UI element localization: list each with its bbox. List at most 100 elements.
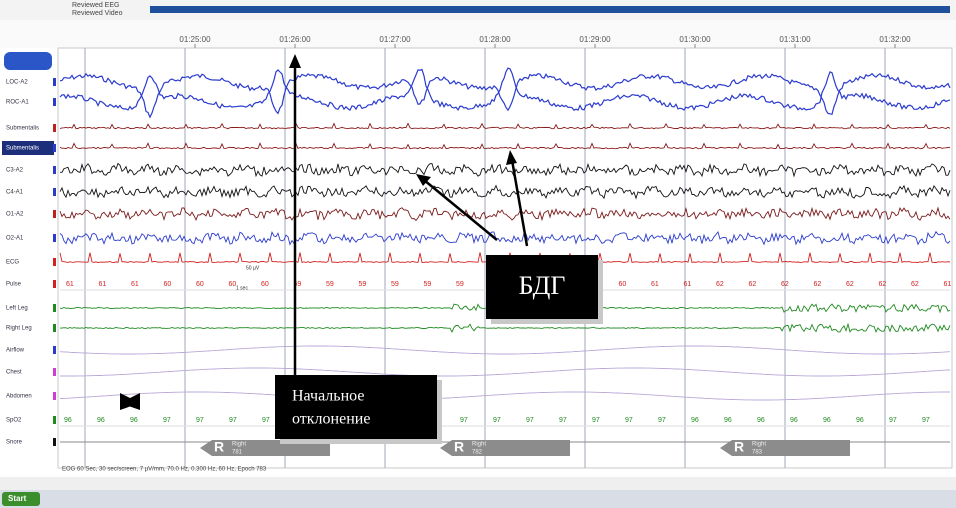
spo2-value: 97 <box>460 417 468 424</box>
channel-button[interactable] <box>4 52 52 70</box>
spo2-value: 97 <box>229 417 237 424</box>
channel-label: Abdomen <box>6 394 32 400</box>
arrow-head <box>416 174 431 186</box>
channel-selected <box>2 141 54 155</box>
pulse-value: 59 <box>359 281 367 288</box>
info-line: EOG 60 Sec, 30 sec/screen, 7 µV/mm, 70.0… <box>62 467 267 473</box>
channel-marker <box>53 124 56 132</box>
taskbar <box>0 490 956 508</box>
waveform <box>59 206 951 222</box>
spo2-value: 97 <box>163 417 171 424</box>
start-button[interactable] <box>2 492 40 506</box>
channel-label: Right Leg <box>6 326 32 332</box>
pulse-value: 59 <box>326 281 334 288</box>
pulse-value: 61 <box>651 281 659 288</box>
channel-label: C3-A2 <box>6 168 24 174</box>
channel-label: O1-A2 <box>6 212 24 218</box>
spo2-value: 97 <box>196 417 204 424</box>
spo2-value: 96 <box>790 417 798 424</box>
waveform <box>60 367 951 377</box>
spo2-value: 97 <box>922 417 930 424</box>
channel-marker <box>53 392 56 400</box>
channel-marker <box>53 234 56 242</box>
pulse-value: 62 <box>846 281 854 288</box>
channel-label: Pulse <box>6 282 22 288</box>
start-label: Start <box>8 494 27 503</box>
time-label: 01:29:00 <box>579 35 611 44</box>
pulse-value: 60 <box>619 281 627 288</box>
waveform <box>59 345 951 355</box>
arrow-head <box>289 54 301 68</box>
waveform <box>59 184 951 200</box>
channel-marker <box>53 258 56 266</box>
pulse-value: 61 <box>131 281 139 288</box>
pulse-value: 61 <box>944 281 952 288</box>
time-label: 01:27:00 <box>379 35 411 44</box>
channel-label: Submentalis <box>6 146 39 152</box>
reviewed-video: Reviewed Video <box>72 10 123 17</box>
channel-label: LOC-A2 <box>6 80 28 86</box>
waveform <box>59 391 950 401</box>
position-label: R <box>454 439 464 455</box>
cursor-icon <box>120 393 140 410</box>
time-label: 01:28:00 <box>479 35 511 44</box>
pulse-value: 60 <box>261 281 269 288</box>
spo2-value: 97 <box>559 417 567 424</box>
channel-marker <box>53 368 56 376</box>
pulse-value: 62 <box>879 281 887 288</box>
channel-marker <box>53 166 56 174</box>
spo2-value: 96 <box>856 417 864 424</box>
onset-label: отклонение <box>292 411 370 428</box>
arrow-head <box>506 150 517 165</box>
pulse-value: 59 <box>424 281 432 288</box>
channel-label: Chest <box>6 370 22 376</box>
spo2-value: 96 <box>724 417 732 424</box>
pulse-value: 61 <box>684 281 692 288</box>
spo2-value: 97 <box>625 417 633 424</box>
rem-box <box>486 255 598 319</box>
channel-marker <box>53 144 56 152</box>
arrow <box>423 179 498 241</box>
spo2-value: 96 <box>691 417 699 424</box>
onset-label: Начальное <box>292 388 364 405</box>
time-label: 01:26:00 <box>279 35 311 44</box>
channel-marker <box>53 98 56 106</box>
position-epoch: 783 <box>752 450 763 456</box>
pulse-value: 59 <box>456 281 464 288</box>
spo2-value: 96 <box>757 417 765 424</box>
channel-marker <box>53 188 56 196</box>
position-label: R <box>214 439 224 455</box>
spo2-value: 97 <box>658 417 666 424</box>
time-label: 01:32:00 <box>879 35 911 44</box>
pulse-value: 62 <box>716 281 724 288</box>
spo2-value: 97 <box>592 417 600 424</box>
status-bar <box>0 477 956 490</box>
waveform <box>59 122 951 130</box>
arrow <box>510 159 529 247</box>
pulse-value: 62 <box>911 281 919 288</box>
spo2-value: 96 <box>130 417 138 424</box>
time-label: 01:25:00 <box>179 35 211 44</box>
position-side: Right <box>232 442 246 448</box>
waveform <box>59 142 951 150</box>
pulse-value: 60 <box>164 281 172 288</box>
pulse-value: 62 <box>749 281 757 288</box>
channel-label: Airflow <box>6 348 25 354</box>
position-marker <box>720 440 850 456</box>
pulse-value: 62 <box>781 281 789 288</box>
spo2-value: 97 <box>889 417 897 424</box>
channel-marker <box>53 346 56 354</box>
waveform <box>59 67 951 112</box>
channel-label: Left Leg <box>6 306 28 312</box>
channel-label: C4-A1 <box>6 190 24 196</box>
channel-marker <box>53 416 56 424</box>
time-label: 01:31:00 <box>779 35 811 44</box>
reviewed-eeg: Reviewed EEG <box>72 2 119 9</box>
position-marker <box>440 440 570 456</box>
scale-label: 1 sec <box>236 285 248 291</box>
onset-box <box>275 375 437 439</box>
channel-marker <box>53 324 56 332</box>
channel-label: O2-A1 <box>6 236 24 242</box>
channel-marker <box>53 304 56 312</box>
rem-label: БДГ <box>519 271 566 300</box>
